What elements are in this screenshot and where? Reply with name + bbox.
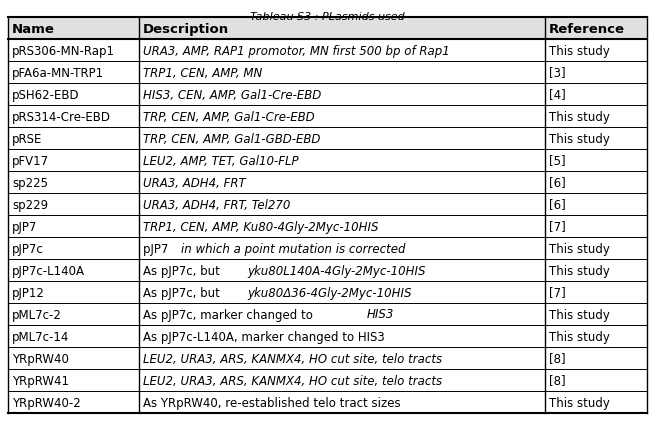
Text: [4]: [4] (549, 88, 565, 101)
Text: TRP, CEN, AMP, Gal1-Cre-EBD: TRP, CEN, AMP, Gal1-Cre-EBD (143, 110, 314, 123)
Text: This study: This study (549, 44, 610, 57)
Text: pJP7c-L140A: pJP7c-L140A (12, 264, 85, 277)
Text: Reference: Reference (549, 22, 625, 35)
Text: YRpRW41: YRpRW41 (12, 374, 69, 387)
Text: This study: This study (549, 242, 610, 255)
Bar (8, 40, 647, 62)
Bar (8, 150, 647, 172)
Text: [6]: [6] (549, 198, 565, 211)
Bar (8, 215, 647, 237)
Bar (8, 18, 647, 40)
Bar (8, 347, 647, 369)
Text: YRpRW40: YRpRW40 (12, 352, 69, 365)
Text: [7]: [7] (549, 220, 565, 233)
Text: URA3, ADH4, FRT: URA3, ADH4, FRT (143, 176, 246, 189)
Text: in which a point mutation is corrected: in which a point mutation is corrected (181, 242, 405, 255)
Bar (8, 194, 647, 215)
Bar (8, 106, 647, 128)
Bar (8, 303, 647, 325)
Text: TRP, CEN, AMP, Gal1-GBD-EBD: TRP, CEN, AMP, Gal1-GBD-EBD (143, 132, 320, 145)
Bar (8, 391, 647, 413)
Text: This study: This study (549, 330, 610, 343)
Bar (8, 128, 647, 150)
Text: As pJP7c, marker changed to: As pJP7c, marker changed to (143, 308, 316, 321)
Text: [3]: [3] (549, 66, 565, 79)
Text: pJP7: pJP7 (12, 220, 37, 233)
Text: sp225: sp225 (12, 176, 48, 189)
Bar (8, 281, 647, 303)
Text: This study: This study (549, 396, 610, 408)
Text: pFA6a-MN-TRP1: pFA6a-MN-TRP1 (12, 66, 104, 79)
Text: pJP7: pJP7 (143, 242, 172, 255)
Text: pML7c-2: pML7c-2 (12, 308, 62, 321)
Bar (8, 62, 647, 84)
Text: Name: Name (12, 22, 55, 35)
Text: yku80L140A-4Gly-2Myc-10HIS: yku80L140A-4Gly-2Myc-10HIS (247, 264, 426, 277)
Text: This study: This study (549, 264, 610, 277)
Text: URA3, ADH4, FRT, Tel270: URA3, ADH4, FRT, Tel270 (143, 198, 290, 211)
Text: URA3, AMP, RAP1 promotor, MN first 500 bp of Rap1: URA3, AMP, RAP1 promotor, MN first 500 b… (143, 44, 450, 57)
Text: Tableau S3 : PLasmids used: Tableau S3 : PLasmids used (250, 12, 405, 22)
Text: This study: This study (549, 308, 610, 321)
Text: HIS3: HIS3 (367, 308, 394, 321)
Text: [8]: [8] (549, 374, 565, 387)
Text: This study: This study (549, 132, 610, 145)
Text: pJP7c: pJP7c (12, 242, 44, 255)
Text: LEU2, AMP, TET, Gal10-FLP: LEU2, AMP, TET, Gal10-FLP (143, 154, 299, 167)
Text: pFV17: pFV17 (12, 154, 49, 167)
Text: pRS314-Cre-EBD: pRS314-Cre-EBD (12, 110, 111, 123)
Bar (8, 259, 647, 281)
Text: HIS3, CEN, AMP, Gal1-Cre-EBD: HIS3, CEN, AMP, Gal1-Cre-EBD (143, 88, 321, 101)
Text: As pJP7c, but: As pJP7c, but (143, 264, 223, 277)
Text: pJP12: pJP12 (12, 286, 45, 299)
Text: pRS306-MN-Rap1: pRS306-MN-Rap1 (12, 44, 115, 57)
Text: pSH62-EBD: pSH62-EBD (12, 88, 80, 101)
Text: Description: Description (143, 22, 229, 35)
Bar (8, 84, 647, 106)
Text: As YRpRW40, re-established telo tract sizes: As YRpRW40, re-established telo tract si… (143, 396, 401, 408)
Text: YRpRW40-2: YRpRW40-2 (12, 396, 81, 408)
Text: [6]: [6] (549, 176, 565, 189)
Text: TRP1, CEN, AMP, MN: TRP1, CEN, AMP, MN (143, 66, 262, 79)
Text: [5]: [5] (549, 154, 565, 167)
Text: This study: This study (549, 110, 610, 123)
Text: [8]: [8] (549, 352, 565, 365)
Bar (8, 172, 647, 194)
Text: TRP1, CEN, AMP, Ku80-4Gly-2Myc-10HIS: TRP1, CEN, AMP, Ku80-4Gly-2Myc-10HIS (143, 220, 379, 233)
Text: sp229: sp229 (12, 198, 48, 211)
Text: pML7c-14: pML7c-14 (12, 330, 69, 343)
Text: LEU2, URA3, ARS, KANMX4, HO cut site, telo tracts: LEU2, URA3, ARS, KANMX4, HO cut site, te… (143, 352, 442, 365)
Text: LEU2, URA3, ARS, KANMX4, HO cut site, telo tracts: LEU2, URA3, ARS, KANMX4, HO cut site, te… (143, 374, 442, 387)
Bar (8, 325, 647, 347)
Text: pRSE: pRSE (12, 132, 43, 145)
Text: As pJP7c, but: As pJP7c, but (143, 286, 223, 299)
Text: As pJP7c-L140A, marker changed to HIS3: As pJP7c-L140A, marker changed to HIS3 (143, 330, 384, 343)
Bar (8, 369, 647, 391)
Text: [7]: [7] (549, 286, 565, 299)
Text: yku80Δ36-4Gly-2Myc-10HIS: yku80Δ36-4Gly-2Myc-10HIS (247, 286, 411, 299)
Bar (8, 237, 647, 259)
